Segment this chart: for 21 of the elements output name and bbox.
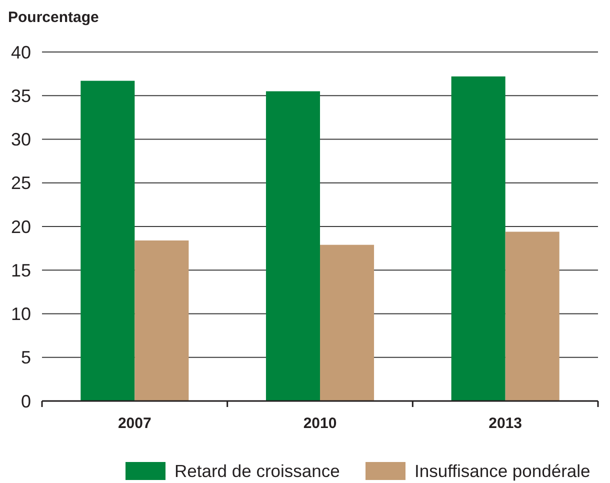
bar	[320, 244, 374, 401]
y-tick-label: 5	[20, 348, 31, 368]
bar	[80, 80, 135, 401]
bar	[505, 232, 560, 401]
legend-label: Retard de croissance	[174, 461, 340, 482]
bar	[134, 240, 189, 401]
y-tick-label: 20	[10, 216, 31, 237]
y-tick-label: 25	[10, 173, 31, 194]
x-tick-label: 2010	[303, 415, 337, 432]
legend-label: Insuffisance pondérale	[414, 461, 590, 482]
x-tick-label: 2013	[488, 415, 522, 432]
y-tick-label: 30	[10, 130, 31, 150]
bar	[451, 76, 506, 401]
y-tick-label: 0	[20, 391, 31, 412]
bar	[266, 91, 320, 401]
y-axis-title: Pourcentage	[8, 9, 99, 26]
y-tick-label: 15	[10, 260, 31, 280]
y-tick-label: 35	[10, 86, 31, 106]
x-tick-label: 2007	[118, 415, 152, 432]
y-tick-label: 40	[10, 42, 31, 62]
y-tick-label: 10	[10, 304, 31, 324]
